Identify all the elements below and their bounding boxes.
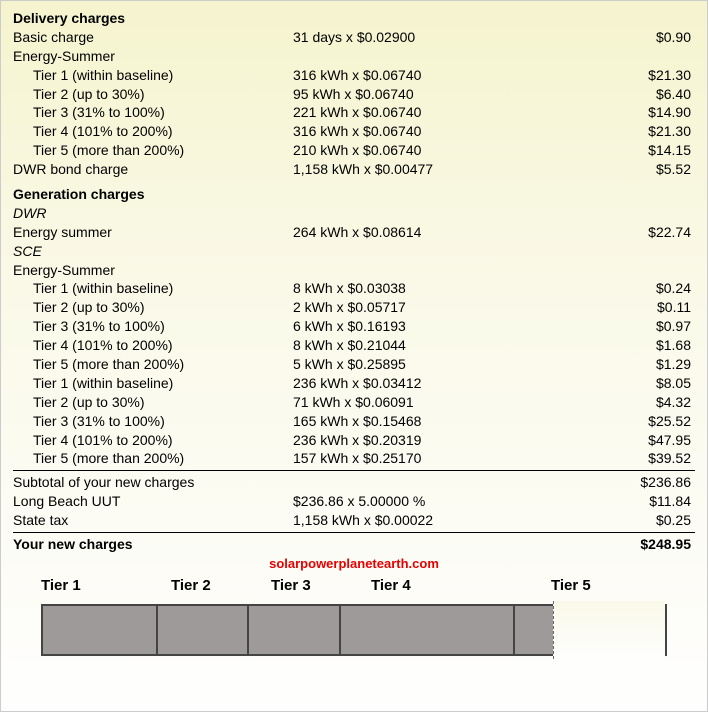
generation-tier-row: Tier 4 (101% to 200%)236 kWh x $0.20319$…: [13, 431, 695, 450]
divider: [13, 470, 695, 471]
calc: 71 kWh x $0.06091: [293, 393, 533, 412]
calc: 95 kWh x $0.06740: [293, 85, 533, 104]
tier-label: Tier 2: [171, 577, 271, 594]
tier-bar: [41, 604, 667, 656]
total-row: Your new charges $248.95: [13, 535, 695, 554]
calc: 236 kWh x $0.20319: [293, 431, 533, 450]
label: Tier 2 (up to 30%): [13, 85, 293, 104]
delivery-heading-text: Delivery charges: [13, 9, 293, 28]
amount: $1.68: [533, 336, 695, 355]
generation-tier-row: Tier 2 (up to 30%)71 kWh x $0.06091$4.32: [13, 393, 695, 412]
calc: 1,158 kWh x $0.00477: [293, 160, 533, 179]
delivery-tier-row: Tier 3 (31% to 100%)221 kWh x $0.06740$1…: [13, 103, 695, 122]
generation-tier-row: Tier 2 (up to 30%)2 kWh x $0.05717$0.11: [13, 298, 695, 317]
subtotal-row: Subtotal of your new charges $236.86: [13, 473, 695, 492]
label: Tier 3 (31% to 100%): [13, 103, 293, 122]
amount: $0.11: [533, 298, 695, 317]
dwr-label: DWR: [13, 204, 695, 223]
amount: $14.90: [533, 103, 695, 122]
state-tax-row: State tax 1,158 kWh x $0.00022 $0.25: [13, 511, 695, 530]
label: Tier 1 (within baseline): [13, 279, 293, 298]
dwr-energy-row: Energy summer 264 kWh x $0.08614 $22.74: [13, 223, 695, 242]
calc: 8 kWh x $0.03038: [293, 279, 533, 298]
label: Tier 5 (more than 200%): [13, 141, 293, 160]
amount: $14.15: [533, 141, 695, 160]
amount: $8.05: [533, 374, 695, 393]
calc: 31 days x $0.02900: [293, 28, 533, 47]
calc: 5 kWh x $0.25895: [293, 355, 533, 374]
tier-bar-segment: [341, 606, 515, 654]
amount: $5.52: [533, 160, 695, 179]
label: Tier 1 (within baseline): [13, 374, 293, 393]
delivery-tier-row: Tier 5 (more than 200%)210 kWh x $0.0674…: [13, 141, 695, 160]
generation-tier-row: Tier 3 (31% to 100%)165 kWh x $0.15468$2…: [13, 412, 695, 431]
calc: 157 kWh x $0.25170: [293, 449, 533, 468]
tier-labels: Tier 1Tier 2Tier 3Tier 4Tier 5: [13, 577, 695, 594]
tier-label: Tier 3: [271, 577, 371, 594]
label: Tier 2 (up to 30%): [13, 298, 293, 317]
label: Tier 5 (more than 200%): [13, 355, 293, 374]
tier-bar-segment: [249, 606, 340, 654]
label: Basic charge: [13, 28, 293, 47]
amount: $0.24: [533, 279, 695, 298]
uut-row: Long Beach UUT $236.86 x 5.00000 % $11.8…: [13, 492, 695, 511]
label: Tier 3 (31% to 100%): [13, 412, 293, 431]
calc: 8 kWh x $0.21044: [293, 336, 533, 355]
calc: 2 kWh x $0.05717: [293, 298, 533, 317]
amount: $22.74: [533, 223, 695, 242]
tier-label: Tier 5: [551, 577, 671, 594]
amount: $6.40: [533, 85, 695, 104]
tier-label: Tier 1: [41, 577, 171, 594]
calc: 165 kWh x $0.15468: [293, 412, 533, 431]
label: Tier 5 (more than 200%): [13, 449, 293, 468]
calc: 6 kWh x $0.16193: [293, 317, 533, 336]
generation-tier-row: Tier 5 (more than 200%)5 kWh x $0.25895$…: [13, 355, 695, 374]
label: Energy summer: [13, 223, 293, 242]
energy-summer-label: Energy-Summer: [13, 47, 695, 66]
sce-label: SCE: [13, 242, 695, 261]
basic-charge-row: Basic charge 31 days x $0.02900 $0.90: [13, 28, 695, 47]
amount: $47.95: [533, 431, 695, 450]
generation-tier-row: Tier 1 (within baseline)236 kWh x $0.034…: [13, 374, 695, 393]
tier-bar-segment: [158, 606, 249, 654]
tier-bar-segment: [43, 606, 158, 654]
generation-tier-row: Tier 5 (more than 200%)157 kWh x $0.2517…: [13, 449, 695, 468]
delivery-tier-row: Tier 4 (101% to 200%)316 kWh x $0.06740$…: [13, 122, 695, 141]
calc: 316 kWh x $0.06740: [293, 122, 533, 141]
delivery-tier-row: Tier 1 (within baseline)316 kWh x $0.067…: [13, 66, 695, 85]
calc: 221 kWh x $0.06740: [293, 103, 533, 122]
generation-heading: Generation charges: [13, 185, 695, 204]
label: DWR bond charge: [13, 160, 293, 179]
dwr-bond-row: DWR bond charge 1,158 kWh x $0.00477 $5.…: [13, 160, 695, 179]
tier-bar-empty: [553, 601, 665, 659]
amount: $21.30: [533, 66, 695, 85]
tier-label: Tier 4: [371, 577, 551, 594]
divider: [13, 532, 695, 533]
generation-tier-row: Tier 4 (101% to 200%)8 kWh x $0.21044$1.…: [13, 336, 695, 355]
generation-tier-row: Tier 1 (within baseline)8 kWh x $0.03038…: [13, 279, 695, 298]
label: Tier 4 (101% to 200%): [13, 122, 293, 141]
amount: $1.29: [533, 355, 695, 374]
label: Tier 4 (101% to 200%): [13, 336, 293, 355]
delivery-heading: Delivery charges: [13, 9, 695, 28]
label: Tier 1 (within baseline): [13, 66, 293, 85]
calc: 316 kWh x $0.06740: [293, 66, 533, 85]
amount: $4.32: [533, 393, 695, 412]
energy-summer-label-2: Energy-Summer: [13, 261, 695, 280]
calc: 236 kWh x $0.03412: [293, 374, 533, 393]
calc: 264 kWh x $0.08614: [293, 223, 533, 242]
amount: $21.30: [533, 122, 695, 141]
amount: $25.52: [533, 412, 695, 431]
delivery-tier-row: Tier 2 (up to 30%)95 kWh x $0.06740$6.40: [13, 85, 695, 104]
amount: $39.52: [533, 449, 695, 468]
watermark: solarpowerplanetearth.com: [13, 556, 695, 571]
label: Tier 3 (31% to 100%): [13, 317, 293, 336]
amount: $0.97: [533, 317, 695, 336]
generation-tier-row: Tier 3 (31% to 100%)6 kWh x $0.16193$0.9…: [13, 317, 695, 336]
label: Tier 2 (up to 30%): [13, 393, 293, 412]
calc: 210 kWh x $0.06740: [293, 141, 533, 160]
amount: $0.90: [533, 28, 695, 47]
label: Tier 4 (101% to 200%): [13, 431, 293, 450]
